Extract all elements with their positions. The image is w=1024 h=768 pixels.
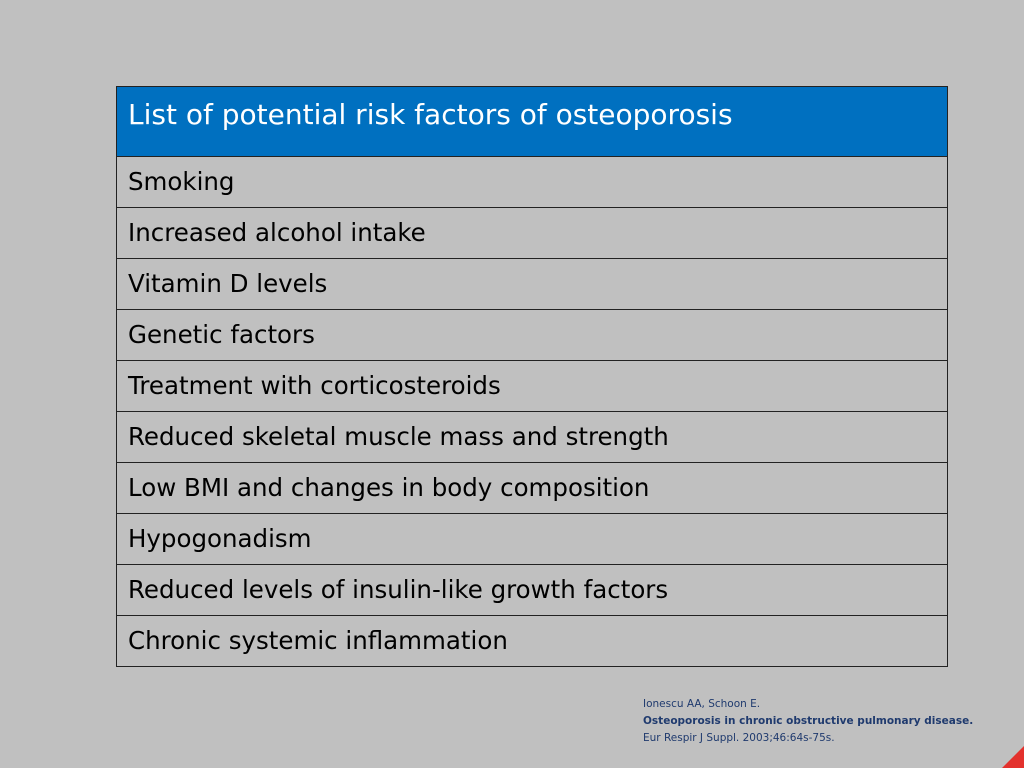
table-cell: Vitamin D levels xyxy=(116,258,948,310)
citation-title: Osteoporosis in chronic obstructive pulm… xyxy=(643,715,974,727)
corner-accent-triangle xyxy=(1002,746,1024,768)
table-header-row: List of potential risk factors of osteop… xyxy=(116,86,948,157)
table-header: List of potential risk factors of osteop… xyxy=(116,86,948,157)
table-cell: Reduced levels of insulin-like growth fa… xyxy=(116,564,948,616)
table-row: Treatment with corticosteroids xyxy=(116,360,948,412)
table-cell: Low BMI and changes in body composition xyxy=(116,462,948,514)
table-row: Genetic factors xyxy=(116,309,948,361)
table-cell: Hypogonadism xyxy=(116,513,948,565)
citation-authors: Ionescu AA, Schoon E. xyxy=(643,698,761,710)
table-row: Low BMI and changes in body composition xyxy=(116,462,948,514)
table-row: Chronic systemic inflammation xyxy=(116,615,948,667)
table-cell: Smoking xyxy=(116,156,948,208)
table-cell: Genetic factors xyxy=(116,309,948,361)
table-row: Smoking xyxy=(116,156,948,208)
citation: Ionescu AA, Schoon E. Osteoporosis in ch… xyxy=(643,696,973,747)
table-row: Increased alcohol intake xyxy=(116,207,948,259)
table-row: Hypogonadism xyxy=(116,513,948,565)
table-row: Reduced skeletal muscle mass and strengt… xyxy=(116,411,948,463)
table-cell: Treatment with corticosteroids xyxy=(116,360,948,412)
table-row: Vitamin D levels xyxy=(116,258,948,310)
table-cell: Increased alcohol intake xyxy=(116,207,948,259)
citation-journal: Eur Respir J Suppl. 2003;46:64s-75s. xyxy=(643,732,835,744)
table-cell: Chronic systemic inflammation xyxy=(116,615,948,667)
table-row: Reduced levels of insulin-like growth fa… xyxy=(116,564,948,616)
risk-factors-table: List of potential risk factors of osteop… xyxy=(116,86,948,667)
table-cell: Reduced skeletal muscle mass and strengt… xyxy=(116,411,948,463)
